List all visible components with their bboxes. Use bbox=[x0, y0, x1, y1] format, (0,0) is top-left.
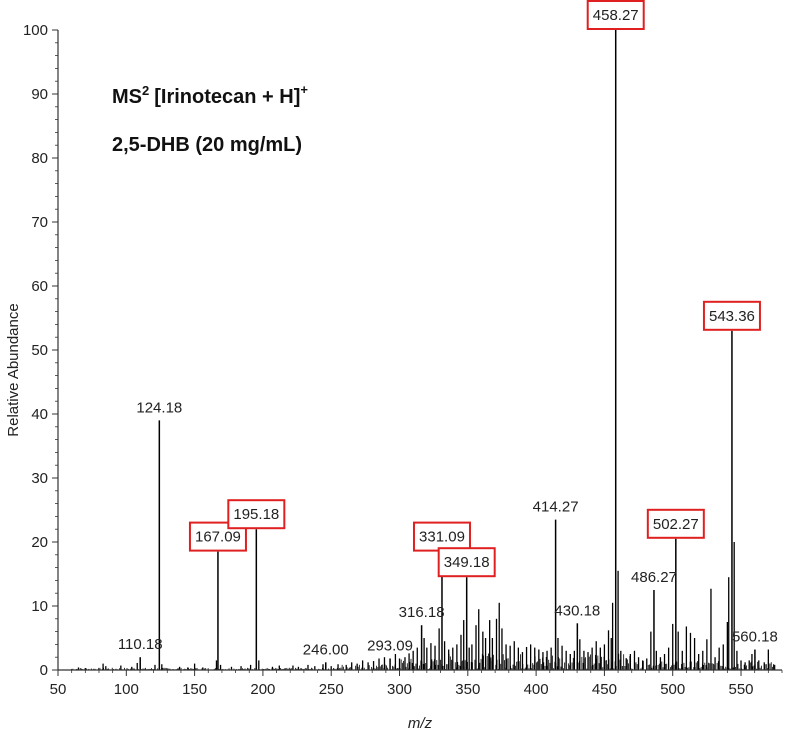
y-tick-label: 90 bbox=[31, 86, 48, 103]
highlight-box bbox=[646, 508, 705, 539]
peak-label: 293.09 bbox=[367, 637, 413, 654]
y-tick-label: 80 bbox=[31, 150, 48, 167]
highlight-box bbox=[586, 0, 645, 30]
y-tick-label: 10 bbox=[31, 598, 48, 615]
x-axis-title: m/z bbox=[408, 715, 433, 732]
title-ms: MS bbox=[112, 86, 142, 108]
peak-label: 458.27 bbox=[593, 7, 639, 24]
spectrum-peaks bbox=[77, 30, 775, 670]
peak-label: 486.27 bbox=[631, 569, 677, 586]
y-axis: 0 10 20 30 40 50 60 70 80 90 100 bbox=[23, 22, 58, 679]
spectrum-title-line1: MS2 [Irinotecan + H]+ bbox=[112, 82, 308, 108]
y-axis-title: Relative Abundance bbox=[5, 303, 22, 436]
peak-label: 543.36 bbox=[709, 308, 755, 325]
x-tick-label: 300 bbox=[387, 681, 412, 698]
highlight-box bbox=[702, 300, 761, 331]
y-tick-label: 20 bbox=[31, 534, 48, 551]
peak-label: 246.00 bbox=[303, 641, 349, 658]
peak-label: 110.18 bbox=[118, 636, 163, 653]
x-axis: 50 100 150 200 250 300 350 400 450 500 550 bbox=[50, 670, 783, 698]
x-tick-label: 50 bbox=[50, 681, 67, 698]
peak-label: 502.27 bbox=[653, 516, 699, 533]
x-tick-label: 100 bbox=[114, 681, 139, 698]
y-tick-label: 50 bbox=[31, 342, 48, 359]
x-tick-label: 550 bbox=[729, 681, 754, 698]
peak-label: 167.09 bbox=[195, 529, 241, 546]
x-tick-label: 500 bbox=[660, 681, 685, 698]
x-tick-label: 450 bbox=[592, 681, 617, 698]
peak-label: 195.18 bbox=[233, 506, 279, 523]
peak-label: 560.18 bbox=[732, 629, 778, 646]
x-tick-label: 200 bbox=[250, 681, 275, 698]
highlight-box bbox=[437, 547, 496, 578]
x-tick-label: 350 bbox=[455, 681, 480, 698]
title-precursor: [Irinotecan + H] bbox=[154, 86, 300, 108]
title-charge: + bbox=[300, 82, 308, 97]
highlight-box bbox=[227, 499, 286, 530]
x-tick-label: 150 bbox=[182, 681, 207, 698]
y-tick-label: 0 bbox=[40, 662, 48, 679]
peak-label: 124.18 bbox=[136, 399, 182, 416]
peak-label: 414.27 bbox=[533, 499, 579, 516]
peak-label: 331.09 bbox=[419, 529, 465, 546]
peak-label: 430.18 bbox=[554, 602, 600, 619]
title-superscript: 2 bbox=[142, 83, 149, 98]
y-tick-label: 70 bbox=[31, 214, 48, 231]
y-tick-label: 30 bbox=[31, 470, 48, 487]
peak-label: 316.18 bbox=[399, 604, 445, 621]
peak-labels: 110.18 124.18 167.09 195.18 246.00 293.09 316.… bbox=[118, 0, 778, 658]
spectrum-title-line2: 2,5-DHB (20 mg/mL) bbox=[112, 134, 302, 156]
x-tick-label: 400 bbox=[524, 681, 549, 698]
y-tick-label: 60 bbox=[31, 278, 48, 295]
peak-label: 349.18 bbox=[444, 554, 490, 571]
y-tick-label: 40 bbox=[31, 406, 48, 423]
baseline-noise bbox=[71, 653, 776, 670]
y-tick-label: 100 bbox=[23, 22, 48, 39]
x-tick-label: 250 bbox=[319, 681, 344, 698]
